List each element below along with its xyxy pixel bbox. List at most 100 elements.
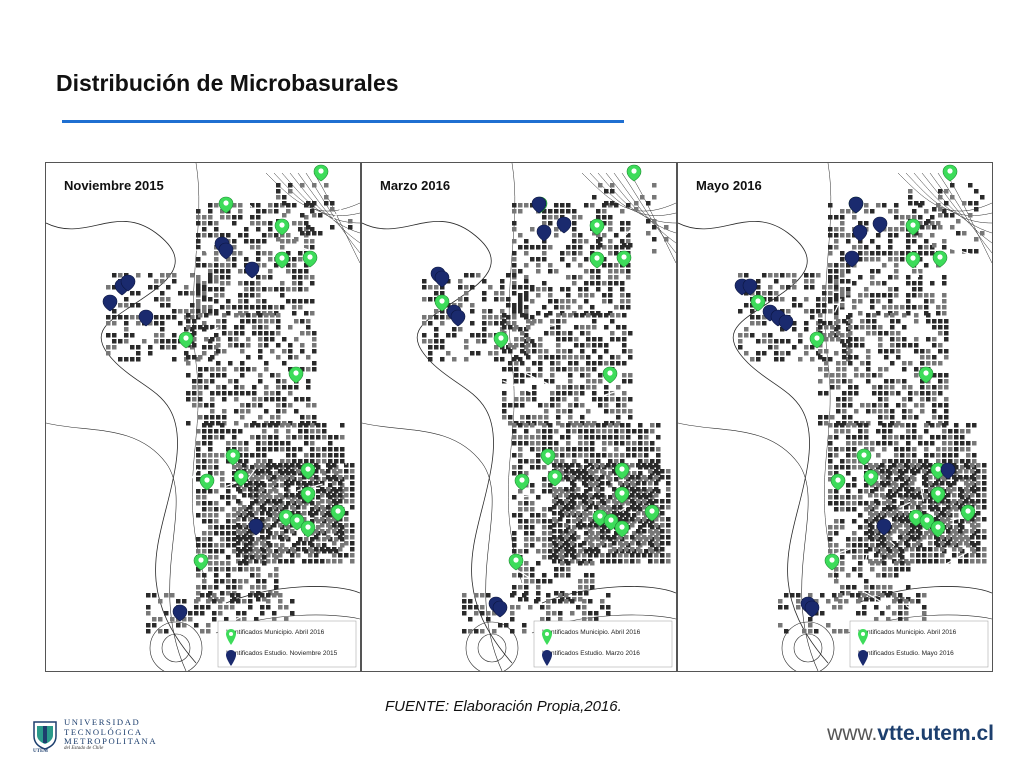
green-map-pin-icon xyxy=(547,469,563,487)
navy-map-pin-icon xyxy=(434,270,450,288)
panel-label: Mayo 2016 xyxy=(694,178,764,193)
green-map-pin-icon xyxy=(614,520,630,538)
navy-map-pin-icon xyxy=(492,600,508,618)
green-map-pin-icon xyxy=(863,469,879,487)
green-map-pin-icon xyxy=(508,553,524,571)
green-map-pin-icon xyxy=(225,448,241,466)
navy-map-pin-icon xyxy=(244,261,260,279)
green-map-pin-icon xyxy=(274,218,290,236)
navy-map-pin-icon xyxy=(248,518,264,536)
green-map-pin-icon xyxy=(626,164,642,182)
city-map xyxy=(46,163,360,671)
green-map-pin-icon xyxy=(589,251,605,269)
legend-label: Identificados Estudio. Mayo 2016 xyxy=(858,650,954,657)
utem-logo: UTEM UNIVERSIDAD TECNOLÓGICA METROPOLITA… xyxy=(32,717,172,758)
green-map-pin-icon xyxy=(908,509,924,527)
city-map xyxy=(362,163,676,671)
green-map-pin-icon xyxy=(193,553,209,571)
green-map-pin-icon xyxy=(288,366,304,384)
legend-label: Identificados Municipio. Abril 2016 xyxy=(542,629,641,636)
navy-map-pin-icon xyxy=(844,250,860,268)
green-map-pin-icon xyxy=(809,331,825,349)
legend-label: Identificados Estudio. Marzo 2016 xyxy=(542,650,640,657)
green-map-pin-icon xyxy=(603,513,619,531)
navy-map-pin-icon xyxy=(852,224,868,242)
green-map-pin-icon xyxy=(434,294,450,312)
green-map-pin-icon xyxy=(750,294,766,312)
navy-map-pin-icon xyxy=(858,650,868,666)
green-map-pin-icon xyxy=(218,196,234,214)
legend-label: Identificados Municipio. Abril 2016 xyxy=(226,629,325,636)
navy-map-pin-icon xyxy=(778,314,794,332)
green-map-pin-icon xyxy=(614,462,630,480)
logo-wordmark: UNIVERSIDAD TECNOLÓGICA METROPOLITANA xyxy=(64,717,158,747)
green-map-pin-icon xyxy=(313,164,329,182)
navy-map-pin-icon xyxy=(876,518,892,536)
green-map-pin-icon xyxy=(274,251,290,269)
navy-map-pin-icon xyxy=(450,309,466,327)
navy-map-pin-icon xyxy=(804,600,820,618)
green-map-pin-icon xyxy=(592,509,608,527)
green-map-pin-icon xyxy=(493,331,509,349)
navy-map-pin-icon xyxy=(848,196,864,214)
green-map-pin-icon xyxy=(300,486,316,504)
website-url[interactable]: www.vtte.utem.cl xyxy=(827,722,994,746)
navy-map-pin-icon xyxy=(226,650,236,666)
green-map-pin-icon xyxy=(300,520,316,538)
panel-label: Noviembre 2015 xyxy=(62,178,166,193)
green-map-pin-icon xyxy=(856,448,872,466)
map-panel-marzo-2016: Marzo 2016 Identificados Municipio. Abri… xyxy=(361,162,677,672)
logo-line: TECNOLÓGICA xyxy=(64,726,143,737)
logo-subtitle: del Estado de Chile xyxy=(64,746,104,751)
utem-shield-icon xyxy=(33,721,57,750)
green-map-pin-icon xyxy=(514,473,530,491)
green-map-pin-icon xyxy=(824,553,840,571)
map-panel-mayo-2016: Mayo 2016 Identificados Municipio. Abril… xyxy=(677,162,993,672)
city-map xyxy=(678,163,992,671)
title-underline xyxy=(62,120,624,123)
green-map-pin-icon xyxy=(930,520,946,538)
legend-item-municipio: Identificados Municipio. Abril 2016 xyxy=(858,629,957,645)
green-map-pin-icon xyxy=(542,629,552,645)
green-map-pin-icon xyxy=(942,164,958,182)
navy-map-pin-icon xyxy=(940,462,956,480)
green-map-pin-icon xyxy=(858,629,868,645)
green-map-pin-icon xyxy=(589,218,605,236)
navy-map-pin-icon xyxy=(102,294,118,312)
source-caption: FUENTE: Elaboración Propia,2016. xyxy=(385,698,622,715)
green-map-pin-icon xyxy=(930,486,946,504)
green-map-pin-icon xyxy=(540,448,556,466)
green-map-pin-icon xyxy=(905,251,921,269)
panel-label: Marzo 2016 xyxy=(378,178,453,193)
legend-item-municipio: Identificados Municipio. Abril 2016 xyxy=(226,629,325,645)
map-panel-noviembre-2015: Noviembre 2015 Identificados Municipio. … xyxy=(45,162,361,672)
navy-map-pin-icon xyxy=(138,309,154,327)
green-map-pin-icon xyxy=(644,504,660,522)
website-prefix: www. xyxy=(827,722,878,745)
green-map-pin-icon xyxy=(918,366,934,384)
navy-map-pin-icon xyxy=(542,650,552,666)
navy-map-pin-icon xyxy=(556,216,572,234)
green-map-pin-icon xyxy=(199,473,215,491)
green-map-pin-icon xyxy=(919,513,935,531)
logo-line: METROPOLITANA xyxy=(64,736,158,746)
green-map-pin-icon xyxy=(960,504,976,522)
green-map-pin-icon xyxy=(905,218,921,236)
navy-map-pin-icon xyxy=(120,274,136,292)
logo-abbr: UTEM xyxy=(33,749,48,754)
green-map-pin-icon xyxy=(330,504,346,522)
green-map-pin-icon xyxy=(233,469,249,487)
green-map-pin-icon xyxy=(178,331,194,349)
green-map-pin-icon xyxy=(614,486,630,504)
green-map-pin-icon xyxy=(300,462,316,480)
green-map-pin-icon xyxy=(278,509,294,527)
green-map-pin-icon xyxy=(932,250,948,268)
green-map-pin-icon xyxy=(226,629,236,645)
legend-item-estudio: Identificados Estudio. Marzo 2016 xyxy=(542,650,640,666)
navy-map-pin-icon xyxy=(536,224,552,242)
green-map-pin-icon xyxy=(289,513,305,531)
legend-item-municipio: Identificados Municipio. Abril 2016 xyxy=(542,629,641,645)
green-map-pin-icon xyxy=(830,473,846,491)
navy-map-pin-icon xyxy=(531,196,547,214)
legend-label: Identificados Municipio. Abril 2016 xyxy=(858,629,957,636)
